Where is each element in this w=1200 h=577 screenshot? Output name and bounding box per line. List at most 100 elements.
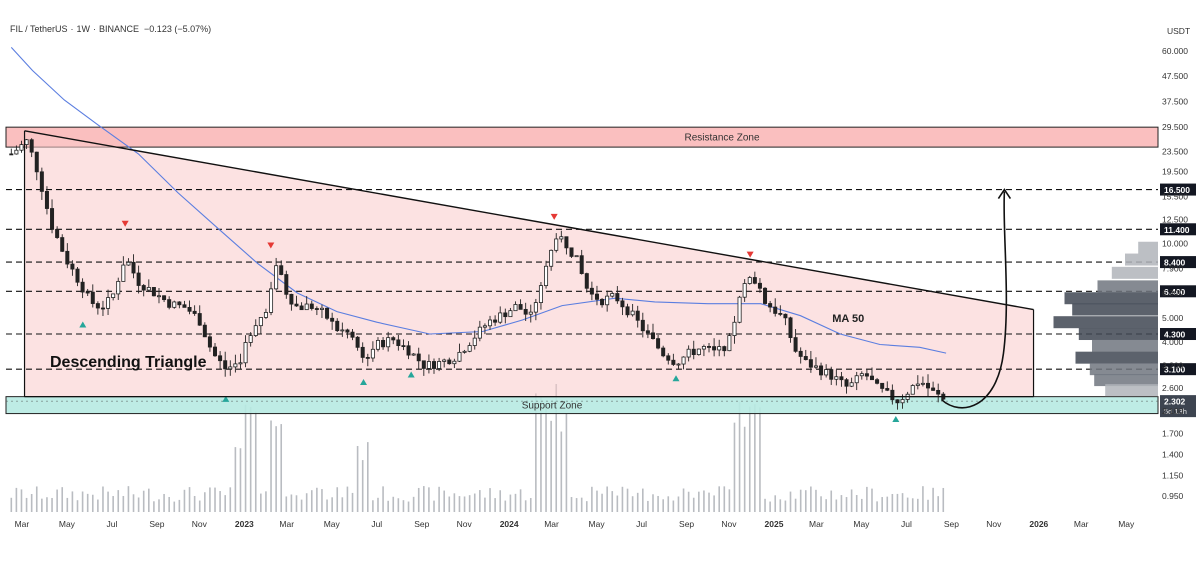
volume-bar <box>61 487 64 512</box>
candle-body <box>757 282 762 289</box>
candle-body <box>829 369 834 380</box>
price-axis-label: 23.500 <box>1162 147 1188 157</box>
volume-bar <box>249 406 252 512</box>
candle-body <box>737 296 742 323</box>
time-axis-label: Mar <box>15 519 30 529</box>
volume-bar <box>214 487 216 512</box>
price-axis-label: 7.900 <box>1162 264 1184 274</box>
levels-layer: 16.500 11.400 8.400 6.400 4.300 3.100 2.3025d … <box>6 183 1196 418</box>
volume-bar <box>687 491 690 512</box>
candle-body <box>100 307 105 310</box>
price-axis-label: 3.200 <box>1162 361 1184 371</box>
volume-bar <box>137 497 140 512</box>
time-axis-label: Nov <box>986 519 1002 529</box>
candle-body <box>121 264 126 282</box>
volume-bar <box>51 497 53 512</box>
volume-layer <box>10 384 945 512</box>
candle-body <box>391 337 396 341</box>
price-axis-label: 12.500 <box>1162 214 1188 224</box>
candle-body <box>19 144 24 151</box>
candle-body <box>126 261 131 266</box>
candle-body <box>426 361 431 369</box>
candle-body <box>549 249 554 267</box>
candle-body <box>223 360 228 370</box>
volume-bar <box>484 497 486 512</box>
candle-body <box>386 337 391 348</box>
volume-bar <box>35 486 38 512</box>
volume-bar <box>458 496 461 512</box>
volume-bar <box>86 493 89 512</box>
candle-body <box>645 330 650 334</box>
volume-profile-bar <box>1078 328 1158 341</box>
exchange-text: BINANCE <box>99 24 139 34</box>
volume-bar <box>377 497 379 512</box>
candle-body <box>314 308 319 310</box>
candle-body <box>895 399 900 404</box>
current-price-flag <box>1160 395 1196 418</box>
volume-profile-layer <box>1053 241 1158 397</box>
volume-bar <box>479 490 481 512</box>
volume-bar <box>163 493 165 512</box>
volume-bar <box>178 499 181 512</box>
volume-bar <box>616 495 619 512</box>
volume-bar <box>570 497 573 512</box>
volume-bar <box>280 424 283 512</box>
candle-body <box>472 337 477 346</box>
candle-body <box>650 332 655 340</box>
annotations-layer: Descending Triangle MA 50 <box>23 130 1035 409</box>
volume-bar <box>295 495 298 512</box>
candle-body <box>207 336 212 348</box>
price-axis-label: 5.000 <box>1162 313 1184 323</box>
volume-bar <box>219 491 221 512</box>
volume-bar <box>871 488 873 512</box>
candle-body <box>844 379 849 387</box>
volume-bar <box>509 494 512 512</box>
volume-bar <box>66 497 69 512</box>
volume-bar <box>682 488 685 512</box>
candle-body <box>488 319 493 327</box>
volume-bar <box>270 420 272 512</box>
volume-bar <box>407 501 410 512</box>
candle-body <box>90 291 95 304</box>
time-axis-label: Jul <box>106 519 117 529</box>
volume-bar <box>366 442 369 512</box>
volume-bar <box>351 492 354 512</box>
candle-body <box>712 346 717 351</box>
candle-body <box>528 311 533 315</box>
resistance-zone <box>5 126 1159 148</box>
candle-body <box>360 346 365 358</box>
time-axis-label: Sep <box>944 519 959 529</box>
volume-bar <box>168 496 170 512</box>
candle-body <box>508 310 513 318</box>
volume-bar <box>254 411 257 512</box>
candle-body <box>50 208 55 230</box>
volume-bar <box>911 498 914 512</box>
candle-body <box>813 365 818 368</box>
candle-body <box>274 265 279 290</box>
price-change-text: −0.123 (−5.07%) <box>144 24 211 34</box>
candle-body <box>477 326 482 339</box>
volume-bar <box>855 495 858 512</box>
volume-bar <box>81 491 84 512</box>
candle-body <box>9 153 14 156</box>
volume-bar <box>30 493 33 512</box>
volume-bar <box>611 491 614 512</box>
volume-bar <box>743 426 746 512</box>
candle-body <box>671 359 676 365</box>
volume-bar <box>647 500 649 512</box>
candle-body <box>931 387 936 391</box>
volume-bar <box>229 487 232 512</box>
volume-bar <box>698 491 700 512</box>
volume-bar <box>769 501 771 512</box>
zones-layer: Resistance Zone Support Zone <box>5 126 1159 415</box>
volume-bar <box>473 493 476 512</box>
volume-bar <box>748 406 751 512</box>
volume-bar <box>468 495 471 512</box>
candle-body <box>717 346 722 351</box>
candle-body <box>65 250 70 265</box>
red-down-marker <box>267 242 275 249</box>
teal-up-marker <box>360 379 368 386</box>
candle-body <box>926 382 931 389</box>
candle-body <box>910 385 915 395</box>
